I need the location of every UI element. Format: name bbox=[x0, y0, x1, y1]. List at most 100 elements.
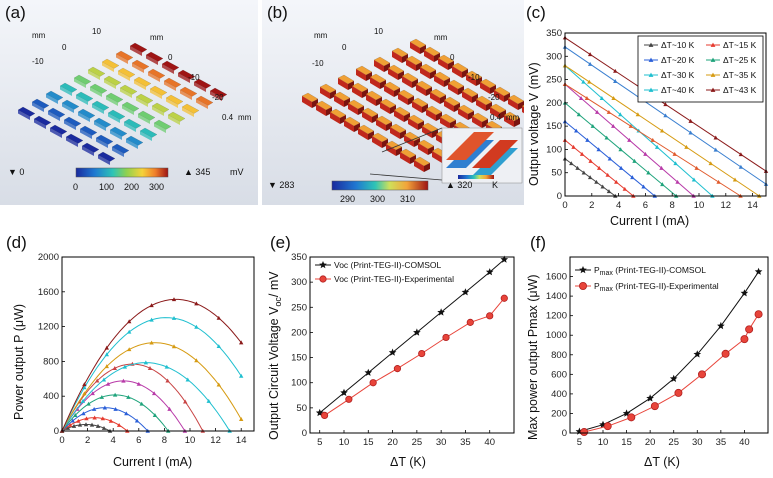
y-tick-label: 0 bbox=[562, 428, 567, 439]
power-curve-path bbox=[61, 362, 231, 432]
leg-side bbox=[438, 58, 448, 70]
legend: Voc (Print-TEG-II)-COMSOL Voc (Print-TEG-… bbox=[315, 260, 454, 284]
leg-side bbox=[408, 118, 418, 130]
leg-side bbox=[102, 62, 114, 72]
data-point bbox=[604, 135, 609, 140]
legend-marker bbox=[579, 282, 588, 291]
leg-side bbox=[134, 80, 146, 90]
leg-side bbox=[362, 111, 372, 123]
leg-side-dark bbox=[424, 163, 430, 172]
data-point bbox=[485, 268, 494, 276]
leg-side bbox=[116, 54, 128, 64]
data-point bbox=[627, 137, 632, 142]
leg-side bbox=[302, 96, 312, 108]
legend-marker bbox=[319, 261, 327, 269]
legend-marker bbox=[710, 72, 716, 77]
data-point bbox=[149, 317, 154, 322]
x-tick-label: 4 bbox=[111, 435, 116, 446]
leg-side bbox=[92, 104, 104, 114]
data-point bbox=[216, 315, 221, 320]
data-point bbox=[466, 318, 474, 326]
chart-max-power: (f) 5 10 15 20 25 30 35 40020040060080010001200… bbox=[526, 233, 769, 469]
y-tick-label: 400 bbox=[551, 389, 567, 400]
leg-side bbox=[444, 100, 454, 112]
leg-side bbox=[96, 138, 108, 148]
colorbar-tick: 290 bbox=[340, 194, 355, 204]
data-point bbox=[105, 381, 111, 386]
data-point bbox=[740, 289, 749, 297]
y-tick-label: 0 bbox=[557, 191, 562, 202]
legend-entry: ΔT~15 K bbox=[723, 40, 757, 50]
leg-side bbox=[416, 84, 426, 96]
leg-side bbox=[18, 110, 30, 120]
data-point bbox=[732, 177, 738, 182]
y-tick-label: 1400 bbox=[546, 291, 567, 302]
y-tick-label: 400 bbox=[43, 391, 59, 402]
data-point bbox=[669, 374, 678, 382]
leg-segment bbox=[115, 50, 134, 61]
x-tick-label: 10 bbox=[185, 435, 196, 446]
legend-entry: ΔT~20 K bbox=[661, 55, 695, 65]
series-line bbox=[583, 313, 760, 433]
data-point bbox=[646, 394, 654, 402]
leg-segment bbox=[139, 127, 158, 138]
leg-side bbox=[334, 95, 344, 107]
data-point bbox=[388, 348, 397, 356]
panel-label-b: (b) bbox=[267, 3, 288, 22]
leg-side bbox=[410, 42, 420, 54]
legend-marker bbox=[710, 42, 716, 47]
legend: Pmax (Print-TEG-II)-COMSOL Pmax (Print-TE… bbox=[575, 265, 719, 293]
leg-side bbox=[118, 71, 130, 81]
data-point bbox=[65, 425, 71, 430]
data-point bbox=[90, 391, 95, 396]
y-tick-label: 600 bbox=[551, 369, 567, 380]
power-curve bbox=[59, 415, 130, 433]
y-tick-label: 200 bbox=[551, 408, 567, 419]
power-curve-path bbox=[61, 363, 204, 432]
data-point bbox=[632, 158, 637, 163]
leg-side bbox=[400, 152, 410, 164]
voltage-3d-render: (a) mm 10 0 -10 mm 0 -10 -20 0.4 mm ▼ 0 … bbox=[0, 0, 258, 205]
leg-side bbox=[46, 94, 58, 104]
legend-marker bbox=[319, 275, 327, 283]
data-point bbox=[121, 378, 126, 383]
data-point bbox=[596, 165, 602, 170]
leg-side bbox=[124, 122, 136, 132]
data-point bbox=[67, 422, 73, 427]
x-tick-label: 0 bbox=[59, 435, 64, 446]
x-tick-label: 12 bbox=[721, 200, 732, 211]
data-point bbox=[622, 186, 627, 191]
inset-leader-line bbox=[381, 127, 443, 153]
data-point bbox=[345, 395, 353, 403]
leg-side bbox=[452, 66, 462, 78]
data-point bbox=[606, 109, 612, 114]
data-point bbox=[613, 79, 618, 84]
leg-side bbox=[372, 136, 382, 148]
leg-side bbox=[386, 144, 396, 156]
axis-tick: mm bbox=[150, 33, 164, 42]
leg-side bbox=[154, 123, 166, 133]
leg-side bbox=[50, 128, 62, 138]
leg-side bbox=[370, 77, 380, 89]
data-point bbox=[599, 96, 605, 100]
data-point bbox=[216, 344, 221, 349]
axis-tick: 0 bbox=[342, 43, 347, 52]
data-point bbox=[101, 425, 107, 430]
x-tick-label: 4 bbox=[616, 200, 621, 211]
leg-side bbox=[122, 105, 134, 115]
data-point bbox=[112, 365, 117, 370]
x-tick-label: 14 bbox=[747, 200, 758, 211]
thermoelectric-legs bbox=[17, 42, 228, 165]
data-point bbox=[654, 144, 660, 149]
data-point bbox=[73, 413, 78, 417]
data-point bbox=[340, 388, 348, 396]
data-point bbox=[607, 156, 613, 161]
x-tick-label: 6 bbox=[643, 200, 648, 211]
data-point bbox=[618, 165, 624, 170]
leg-side bbox=[32, 102, 44, 112]
data-point bbox=[659, 128, 665, 133]
data-point bbox=[164, 364, 169, 369]
data-point bbox=[194, 324, 199, 329]
y-axis-label: Power output P (μW) bbox=[12, 304, 26, 420]
data-point bbox=[603, 422, 612, 431]
